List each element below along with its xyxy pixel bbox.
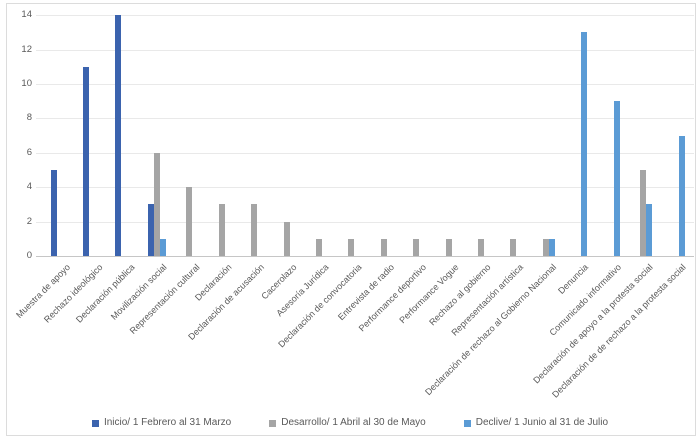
x-axis-label-entrevista-de-radio: Entrevista de radio	[335, 262, 396, 323]
bar-entrevista-de-radio-desarrollo	[380, 238, 387, 256]
x-axis-label-performance-vogue: Performance Vogue	[397, 262, 461, 326]
x-axis-label-rechazo-al-gobierno: Rechazo al gobierno	[427, 262, 494, 328]
bar-declaracion-de-apoyo-a-la-protesta-social-desarrollo	[639, 170, 647, 256]
x-axis-label-declaracion-publica: Declaración pública	[74, 262, 137, 325]
x-axis-line	[36, 256, 694, 257]
y-axis-tick-6: 6	[26, 146, 32, 158]
x-axis-label-rechazo-ideologico: Rechazo ideológico	[41, 262, 105, 325]
bar-declaracion-publica-inicio	[115, 15, 122, 256]
bar-representacion-cultural-desarrollo	[186, 187, 193, 256]
bar-asesoria-juridica-desarrollo	[315, 238, 323, 256]
y-axis-tick-14: 14	[21, 9, 32, 21]
gridline-2	[36, 221, 694, 223]
bar-declaracion-de-rechazo-al-gobierno-nacional-declive	[548, 238, 556, 256]
y-axis-tick-0: 0	[26, 250, 32, 261]
x-axis-label-movilizacion-social: Movilización social	[109, 262, 170, 322]
bar-declaracion-de-apoyo-a-la-protesta-social-declive	[646, 204, 653, 256]
bar-muestra-de-apoyo-inicio	[50, 170, 57, 256]
bar-cacerolazo-desarrollo	[283, 221, 290, 256]
legend-swatch-inicio-icon	[91, 419, 99, 427]
bar-declaracion-desarrollo	[218, 204, 225, 256]
y-axis-tick-4: 4	[26, 181, 32, 193]
bar-performance-vogue-desarrollo	[445, 238, 452, 256]
legend-swatch-declive-icon	[463, 419, 471, 427]
legend-item-desarrollo[interactable]: Desarrollo/ 1 Abril al 30 de Mayo	[269, 417, 426, 429]
legend-label-inicio: Inicio/ 1 Febrero al 31 Marzo	[103, 417, 232, 428]
bar-movilizacion-social-desarrollo	[153, 152, 161, 256]
legend-label-declive: Declive/ 1 Junio al 31 de Julio	[475, 417, 609, 428]
y-axis-tick-8: 8	[26, 112, 32, 124]
gridline-8	[36, 118, 694, 120]
chart-legend: Inicio/ 1 Febrero al 31 Marzo Desarrollo…	[0, 417, 700, 429]
x-axis-label-denuncia: Denuncia	[556, 262, 591, 296]
bar-declaracion-de-de-rechazo-a-la-protesta-social-declive	[678, 135, 685, 256]
legend-item-declive[interactable]: Declive/ 1 Junio al 31 de Julio	[463, 417, 609, 429]
y-axis-tick-2: 2	[26, 215, 32, 227]
bar-declaracion-de-convocatoria-desarrollo	[348, 238, 355, 256]
bar-rechazo-al-gobierno-desarrollo	[477, 238, 485, 256]
gridline-14	[36, 15, 694, 17]
gridline-12	[36, 49, 694, 51]
bar-rechazo-ideologico-inicio	[82, 66, 90, 256]
gridline-6	[36, 152, 694, 154]
y-axis-tick-12: 12	[21, 43, 32, 55]
bar-comunicado-informativo-declive	[613, 101, 620, 256]
legend-label-desarrollo: Desarrollo/ 1 Abril al 30 de Mayo	[281, 417, 426, 428]
bar-movilizacion-social-inicio	[147, 204, 154, 256]
legend-swatch-desarrollo-icon	[269, 419, 277, 427]
bar-performance-deportivo-desarrollo	[413, 238, 420, 256]
x-axis-label-declaracion-de-apoyo-a-la-protesta-social: Declaración de apoyo a la protesta socia…	[531, 262, 656, 386]
x-axis-label-muestra-de-apoyo: Muestra de apoyo	[13, 262, 72, 321]
legend-item-inicio[interactable]: Inicio/ 1 Febrero al 31 Marzo	[91, 417, 232, 429]
gridline-4	[36, 187, 694, 189]
bar-declaracion-de-rechazo-al-gobierno-nacional-desarrollo	[542, 238, 549, 256]
bar-denuncia-declive	[581, 32, 588, 256]
y-axis-tick-10: 10	[21, 78, 32, 89]
bar-movilizacion-social-declive	[160, 238, 167, 256]
bar-declaracion-de-acusacion-desarrollo	[251, 204, 258, 256]
bar-representacion-artistica-desarrollo	[510, 238, 517, 256]
gridline-10	[36, 84, 694, 85]
